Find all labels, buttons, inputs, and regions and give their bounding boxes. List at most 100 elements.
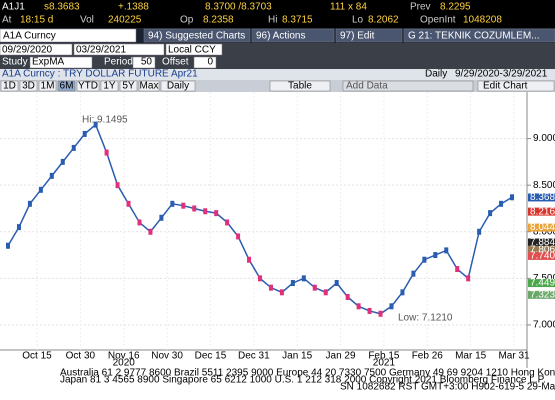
range-button-label: 1M [41,81,55,92]
title-bar [0,69,555,80]
x-tick-label: Oct 30 [66,351,96,362]
range-button[interactable] [57,80,76,92]
range-button-label: 1D [3,81,16,92]
candle [159,214,164,221]
open: 8.2358 [203,15,234,26]
menu-button[interactable] [403,28,555,43]
currency-select[interactable] [165,43,223,56]
candle [214,210,219,217]
range-button-label: YTD [78,81,98,92]
start-date: 09/29/2020 [2,45,52,56]
candle [203,208,208,215]
candle [466,275,471,282]
offset: 0 [207,57,213,68]
y-tick-label: 7.0000 [533,320,555,331]
range-button-label: 6M [60,81,74,92]
price-tag [528,223,555,232]
candle [290,280,295,287]
quote-bar [0,0,555,28]
table-label: Table [288,81,312,92]
end-date: 03/29/2021 [76,45,126,56]
chart-title: A1A Curncy : TRY DOLLAR FUTURE Apr21 [2,69,198,80]
annotation: Hi: 9.1495 [82,115,128,126]
ticker: A1J1 [2,2,25,13]
range-button[interactable] [100,80,119,92]
candle [16,224,21,231]
table-button[interactable] [269,80,331,92]
date-input[interactable] [73,43,165,56]
prev: 8.2295 [440,2,471,13]
candle [82,130,87,137]
price-tag [528,238,555,247]
menu-button[interactable] [143,28,251,43]
security-input[interactable] [0,28,137,43]
offset-input[interactable] [193,56,217,69]
edit-chart[interactable] [477,80,555,92]
add-data[interactable] [342,80,474,92]
range-button[interactable] [119,80,138,92]
label: Vol [80,15,94,26]
candle [334,280,339,287]
candle [400,289,405,296]
candle [268,284,273,291]
label: Period [104,57,133,68]
label: Lo [352,15,364,26]
price-tag [528,279,555,288]
y-tick-label: 8.0000 [533,226,555,237]
price-tag-label: 7.8065 [530,244,555,255]
price-tag [528,193,555,202]
price-tag-label: 8.3683 [530,192,555,203]
range-button[interactable] [138,80,160,92]
candle [38,186,43,193]
menu-button[interactable] [335,28,403,43]
period-input[interactable] [132,56,156,69]
annotation: Low: 7.1210 [398,313,453,324]
range-button[interactable] [160,80,196,92]
label: Offset [162,57,189,68]
candle [60,158,65,165]
x-tick-label: Dec 15 [195,351,227,362]
period: 50 [141,57,153,68]
candle [312,284,317,291]
candle [71,144,76,151]
candle [236,233,241,240]
currency: Local CCY [168,45,216,56]
price-tag [528,251,555,260]
range-button-label: Daily [167,81,189,92]
menu-label: 94) Suggested Charts [148,31,245,42]
menu-button[interactable] [251,28,335,43]
candle [510,194,514,201]
range-button[interactable] [76,80,100,92]
candle [49,172,54,179]
candle [433,252,438,259]
low: 8.2062 [368,15,399,26]
year-label: 2020 [113,358,136,369]
time: 18:15 d [20,15,53,26]
y-tick-label: 8.5000 [533,180,555,191]
label: Prev [410,2,431,13]
range-button[interactable] [19,80,38,92]
label: Op [180,15,194,26]
candle [137,219,142,226]
x-tick-label: Feb 26 [412,351,444,362]
candle [258,275,262,282]
candle [389,303,394,310]
price-tag-label: 7.3232 [530,289,555,300]
x-tick-label: Feb 15 [368,351,400,362]
study-select[interactable] [29,56,93,69]
x-tick-label: Nov 30 [151,351,183,362]
label: Hi [268,15,277,26]
candle [148,228,153,235]
label: At [2,15,12,26]
menu-label: 96) Actions [256,31,305,42]
date-input[interactable] [0,43,73,56]
x-tick-label: Mar 31 [498,351,530,362]
range-button-label: 3D [22,81,35,92]
footer-line: Australia 61 2 9777 8600 Brazil 5511 239… [60,368,555,379]
price-tag [528,245,555,254]
range-button[interactable] [0,80,19,92]
last-price: s8.3683 [44,2,80,13]
range-button[interactable] [38,80,57,92]
price-tag-label: 7.4493 [530,278,555,289]
price-tag-label: 7.8849 [530,237,555,248]
